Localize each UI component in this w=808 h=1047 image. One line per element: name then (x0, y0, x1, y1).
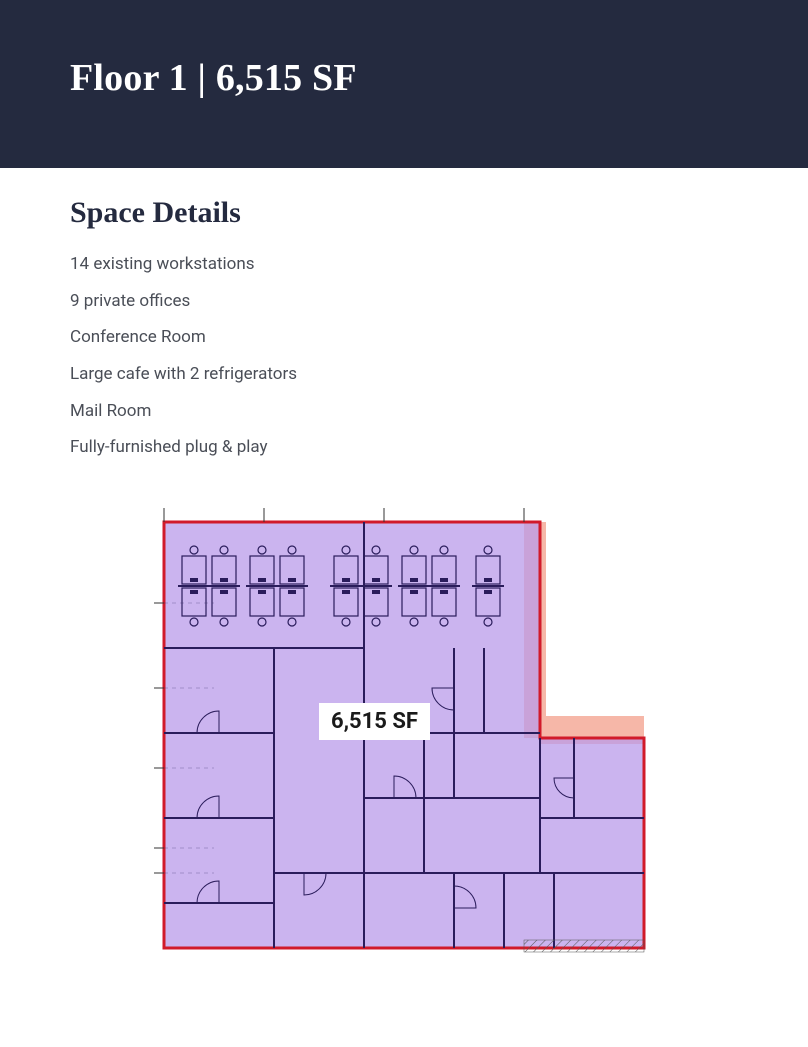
details-item: Fully-furnished plug & play (70, 435, 738, 460)
floorplan-container: 6,515 SF (0, 508, 808, 953)
details-heading: Space Details (70, 196, 738, 230)
details-item: Large cafe with 2 refrigerators (70, 362, 738, 387)
hero-header: Floor 1 | 6,515 SF (0, 0, 808, 168)
details-item: Mail Room (70, 399, 738, 424)
page-title: Floor 1 | 6,515 SF (70, 56, 738, 100)
details-list: 14 existing workstations 9 private office… (70, 252, 738, 460)
details-item: Conference Room (70, 325, 738, 350)
sf-label: 6,515 SF (319, 703, 430, 740)
details-item: 9 private offices (70, 289, 738, 314)
details-item: 14 existing workstations (70, 252, 738, 277)
space-details-section: Space Details 14 existing workstations 9 … (0, 168, 808, 460)
floorplan: 6,515 SF (154, 508, 654, 953)
